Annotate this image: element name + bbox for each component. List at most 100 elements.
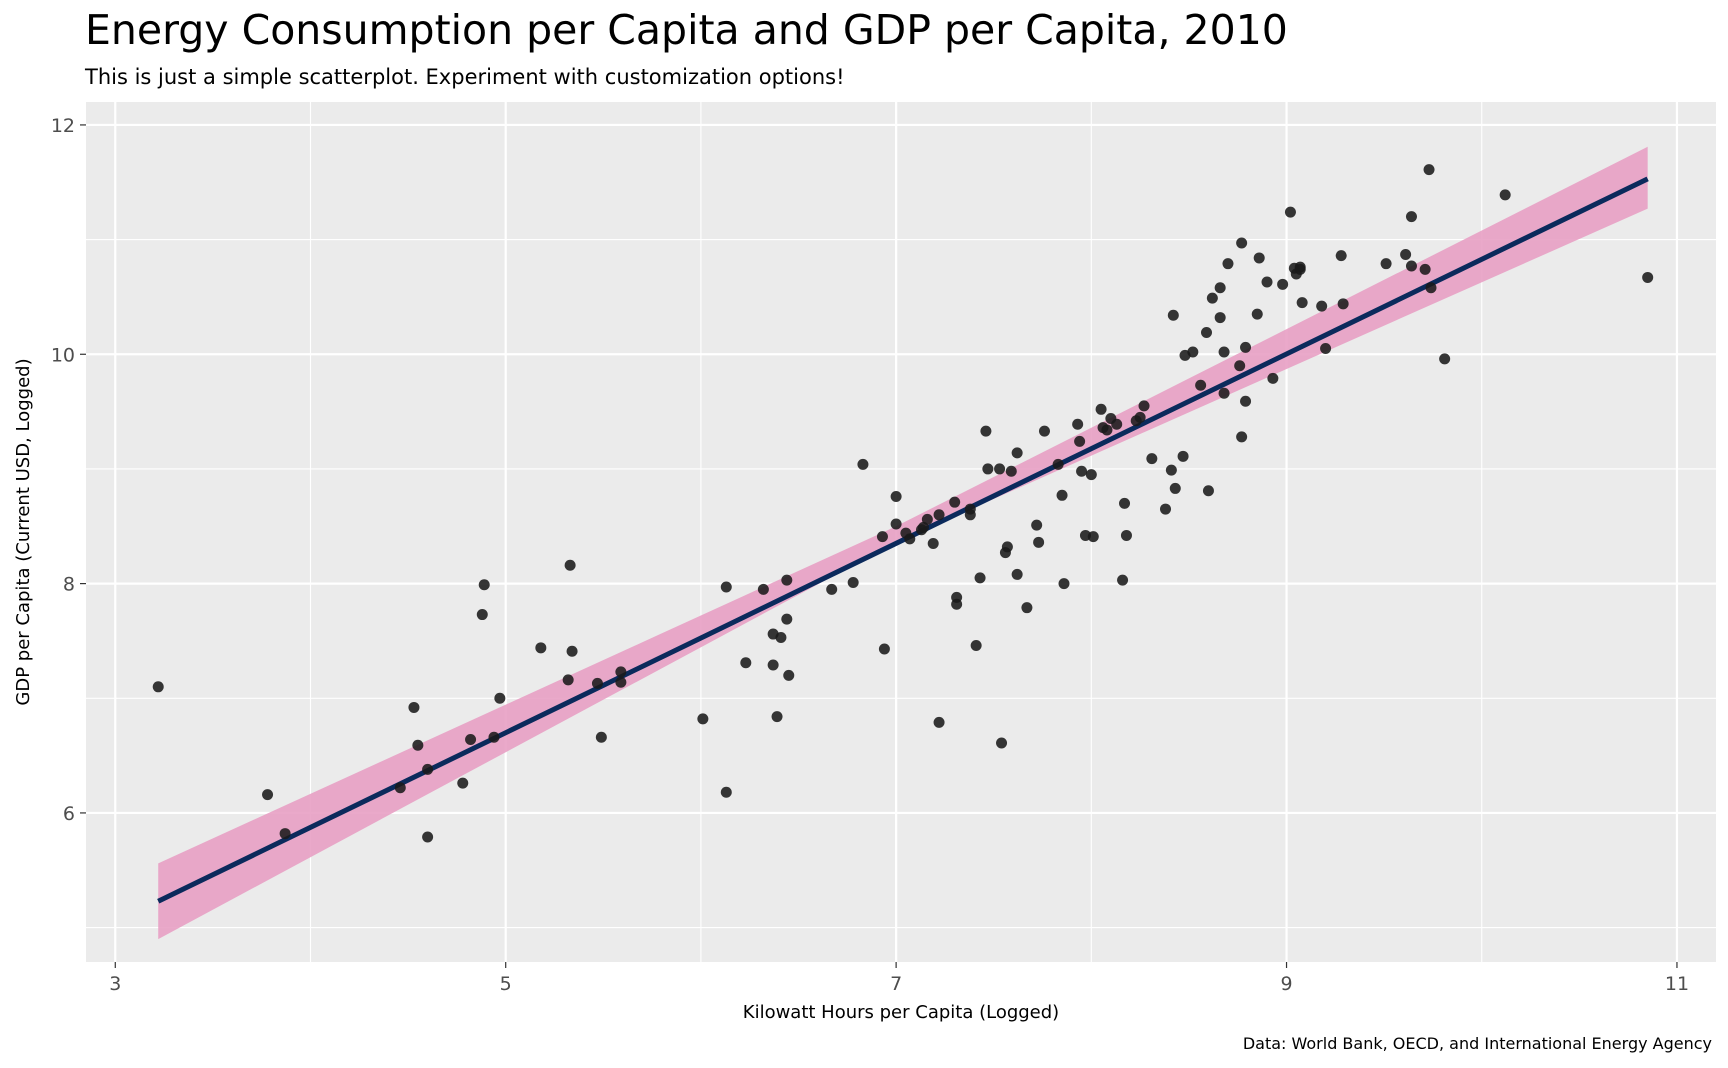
data-point <box>152 681 164 693</box>
data-point <box>1218 346 1230 358</box>
data-point <box>1320 343 1332 355</box>
data-point <box>1095 403 1107 415</box>
data-point <box>890 518 902 530</box>
data-point <box>921 513 933 525</box>
y-axis-label: GDP per Capita (Current USD, Logged) <box>13 358 34 705</box>
data-point <box>1439 353 1451 365</box>
data-point <box>595 731 607 743</box>
data-point <box>1111 418 1123 430</box>
data-point <box>697 713 709 725</box>
x-axis: 3 5 7 9 11 <box>109 962 1689 995</box>
data-point <box>878 643 890 655</box>
data-point <box>1335 250 1347 262</box>
data-point <box>1294 263 1306 275</box>
data-point <box>974 572 986 584</box>
data-point <box>1251 308 1263 320</box>
data-point <box>478 579 490 591</box>
data-point <box>1419 263 1431 275</box>
data-point <box>1052 458 1064 470</box>
data-point <box>1134 411 1146 423</box>
y-tick-label: 8 <box>63 574 75 596</box>
data-point <box>1236 431 1248 443</box>
data-point <box>1076 465 1088 477</box>
data-point <box>1146 453 1158 465</box>
data-point <box>476 609 488 621</box>
data-point <box>408 701 420 713</box>
data-point <box>262 789 274 801</box>
data-point <box>564 559 576 571</box>
data-point <box>1337 298 1349 310</box>
data-point <box>767 659 779 671</box>
data-point <box>1236 237 1248 249</box>
data-point <box>1195 379 1207 391</box>
data-point <box>1072 418 1084 430</box>
data-point <box>857 458 869 470</box>
data-point <box>615 676 627 688</box>
data-point <box>1177 450 1189 462</box>
data-point <box>1234 360 1246 372</box>
data-point <box>994 463 1006 475</box>
x-tick-label: 5 <box>500 973 512 995</box>
data-point <box>1165 464 1177 476</box>
data-point <box>964 509 976 521</box>
data-point <box>1038 425 1050 437</box>
y-tick-label: 12 <box>51 115 75 137</box>
y-tick-label: 10 <box>51 344 75 366</box>
data-point <box>1214 312 1226 324</box>
data-point <box>615 666 627 678</box>
data-point <box>1011 568 1023 580</box>
grid-minor <box>86 102 1716 962</box>
data-point <box>279 828 291 840</box>
data-point <box>535 642 547 654</box>
data-point <box>996 737 1008 749</box>
data-point <box>1074 435 1086 447</box>
data-point <box>1160 503 1172 515</box>
data-point <box>1284 206 1296 218</box>
data-point <box>591 677 603 689</box>
data-point <box>1400 249 1412 261</box>
data-point <box>1169 482 1181 494</box>
x-tick-label: 11 <box>1665 973 1689 995</box>
data-point <box>720 786 732 798</box>
data-point <box>1240 341 1252 353</box>
data-points <box>152 164 1654 843</box>
data-point <box>1425 282 1437 294</box>
data-point <box>1087 531 1099 543</box>
data-point <box>1253 252 1265 264</box>
data-point <box>1033 536 1045 548</box>
data-point <box>771 711 783 723</box>
chart-subtitle: This is just a simple scatterplot. Exper… <box>85 65 845 89</box>
data-point <box>933 509 945 521</box>
data-point <box>781 574 793 586</box>
data-point <box>1021 602 1033 614</box>
data-point <box>933 716 945 728</box>
data-point <box>1005 465 1017 477</box>
data-point <box>1031 519 1043 531</box>
data-point <box>1405 211 1417 223</box>
data-point <box>1058 578 1070 590</box>
data-point <box>1380 258 1392 270</box>
data-point <box>970 640 982 652</box>
data-point <box>1138 400 1150 412</box>
data-point <box>904 533 916 545</box>
data-point <box>488 731 500 743</box>
data-point <box>775 631 787 643</box>
x-tick-label: 3 <box>109 973 121 995</box>
data-point <box>847 576 859 588</box>
data-point <box>1120 529 1132 541</box>
x-tick-label: 7 <box>890 973 902 995</box>
data-point <box>1316 300 1328 312</box>
data-point <box>1117 574 1129 586</box>
y-axis: 6 8 10 12 <box>51 115 86 825</box>
confidence-band <box>158 146 1648 940</box>
data-point <box>1119 497 1131 509</box>
data-point <box>1187 346 1199 358</box>
data-point <box>890 490 902 502</box>
data-point <box>949 496 961 508</box>
data-point <box>422 763 434 775</box>
data-point <box>1206 292 1218 304</box>
data-point <box>1202 485 1214 497</box>
data-point <box>1267 372 1279 384</box>
data-point <box>1423 164 1435 176</box>
